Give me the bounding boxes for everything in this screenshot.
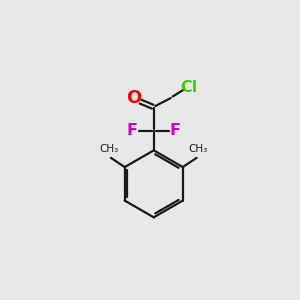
Text: Cl: Cl	[181, 80, 198, 95]
Text: CH₃: CH₃	[189, 144, 208, 154]
Text: F: F	[127, 123, 138, 138]
Text: CH₃: CH₃	[99, 144, 119, 154]
Text: O: O	[126, 89, 141, 107]
Text: F: F	[170, 123, 181, 138]
